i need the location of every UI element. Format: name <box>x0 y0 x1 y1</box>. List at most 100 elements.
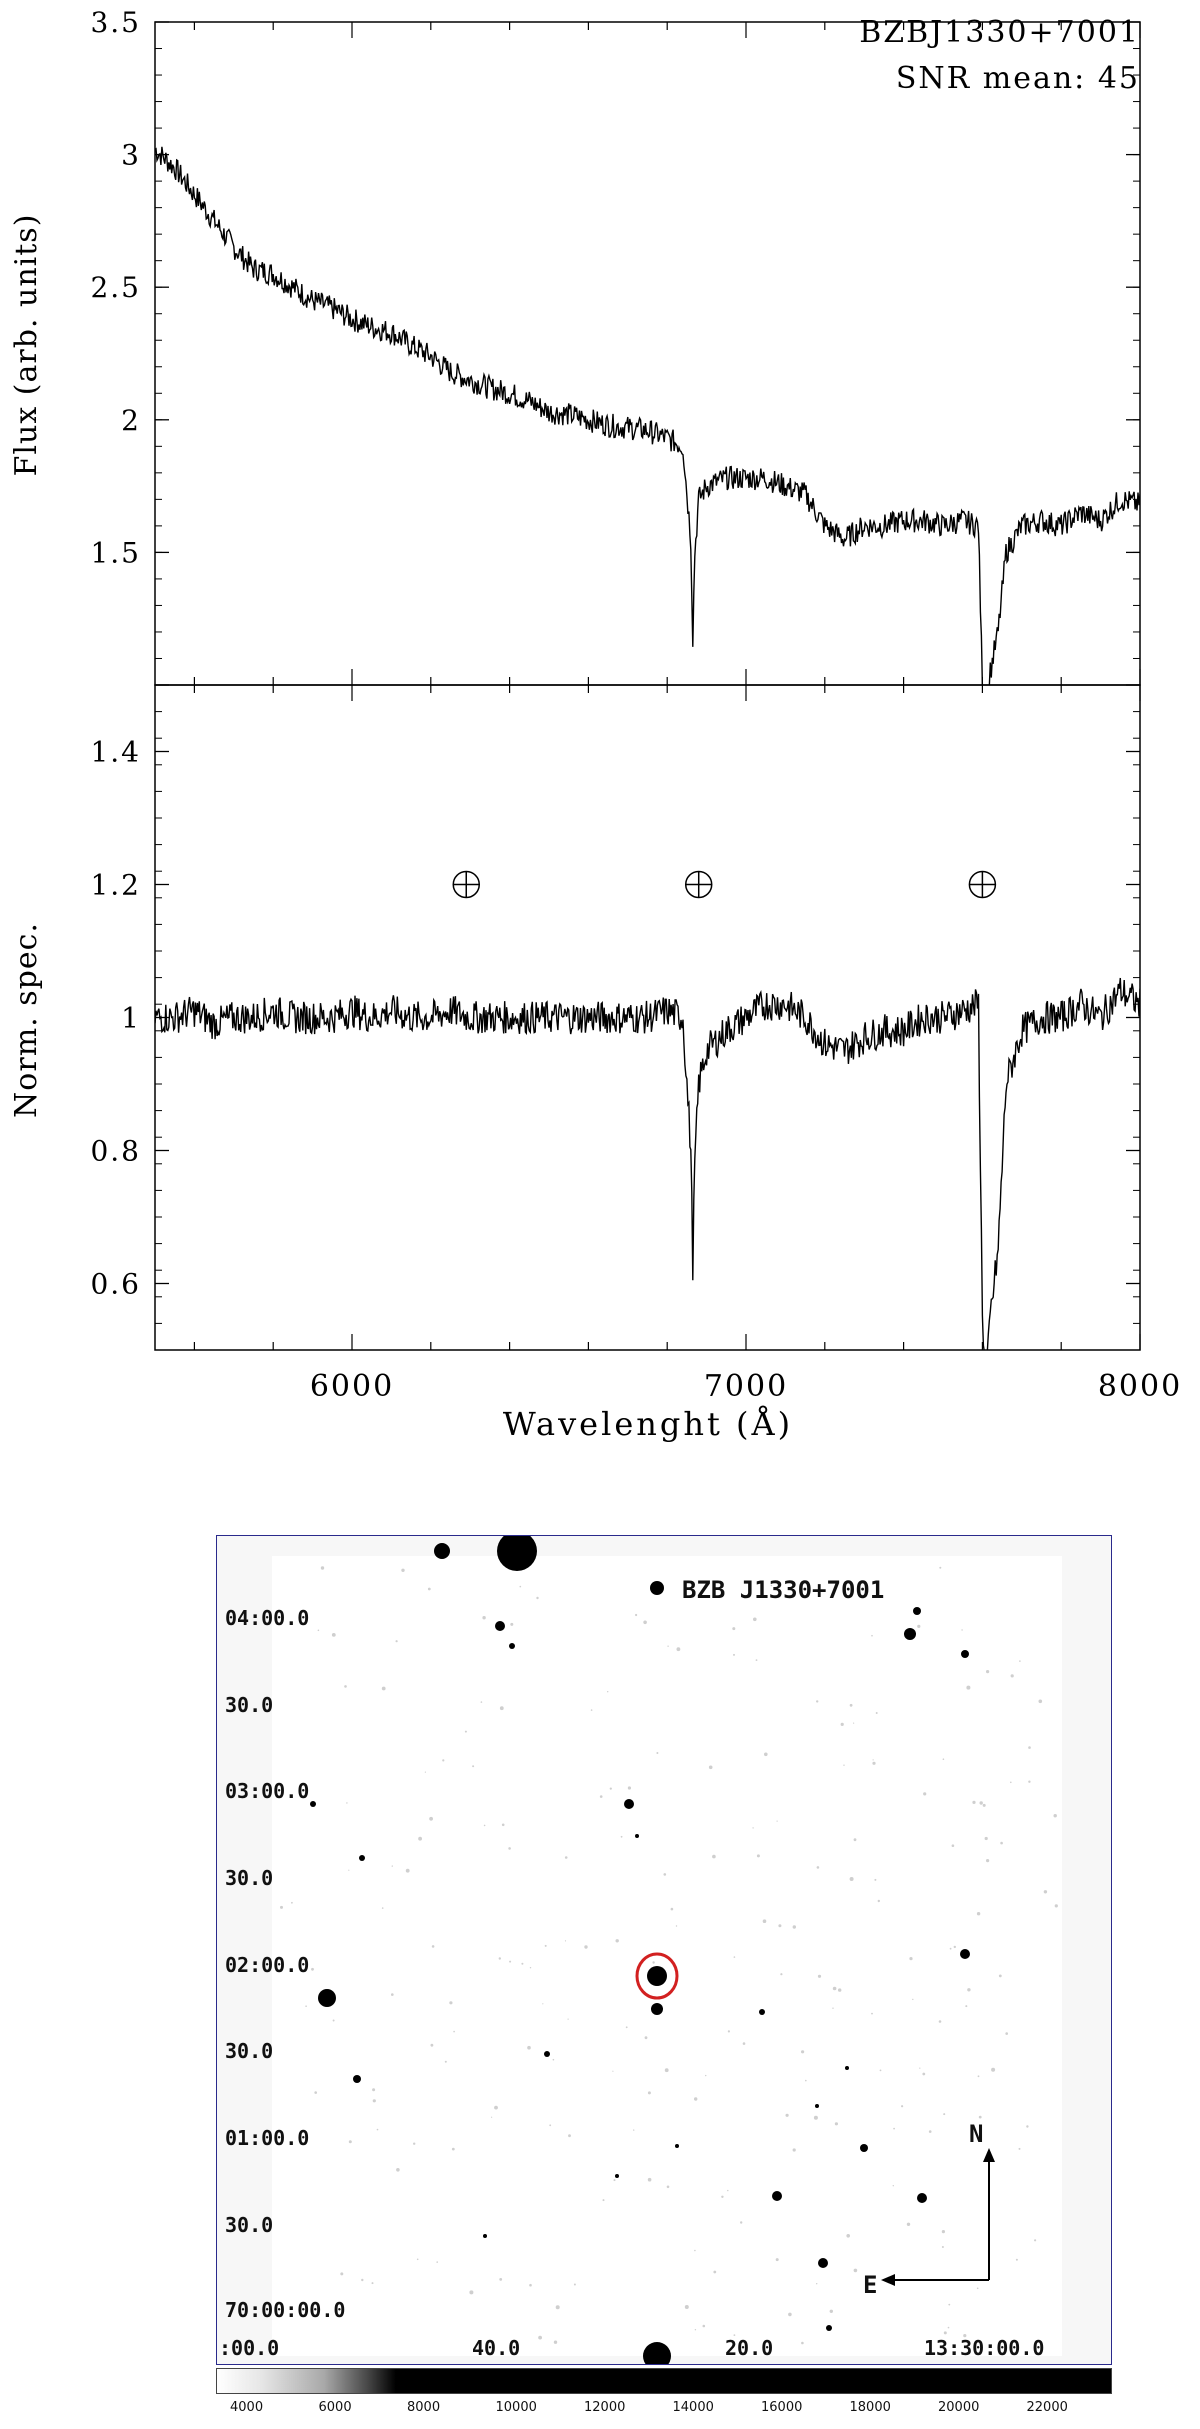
y-tick-label: 0.8 <box>90 1135 141 1168</box>
background-speckle <box>939 1566 942 1569</box>
background-speckle <box>877 1899 880 1903</box>
object-name-label: BZBJ1330+7001 <box>859 15 1140 50</box>
background-speckle <box>949 1947 952 1950</box>
background-speckle <box>874 1878 877 1881</box>
background-speckle <box>816 1866 820 1869</box>
background-speckle <box>785 2113 789 2117</box>
ra-label: 20.0 <box>725 2336 774 2360</box>
star <box>826 2325 832 2331</box>
y-tick-label: 1 <box>121 1002 141 1035</box>
background-speckle <box>834 2122 839 2126</box>
background-speckle <box>499 2278 503 2281</box>
background-speckle <box>961 1629 963 1631</box>
background-speckle <box>371 2282 374 2285</box>
background-speckle <box>972 1800 976 1804</box>
background-speckle <box>311 1967 314 1971</box>
background-speckle <box>1028 1746 1031 1749</box>
star <box>310 1801 316 1807</box>
background-speckle <box>832 1986 837 1991</box>
ra-label: 13:30:00.0 <box>924 2336 1045 2360</box>
background-speckle <box>919 2067 921 2069</box>
background-speckle <box>494 2105 498 2110</box>
background-speckle <box>872 1759 874 1761</box>
compass-north-arrowhead <box>983 2148 995 2162</box>
background-speckle <box>644 2036 648 2040</box>
background-speckle <box>501 1823 505 1827</box>
background-speckle <box>694 2249 696 2252</box>
background-speckle <box>449 2001 453 2005</box>
x-tick-label: 8000 <box>1098 1369 1182 1404</box>
star <box>544 2051 550 2057</box>
background-speckle <box>552 2058 555 2061</box>
background-speckle <box>941 2246 944 2248</box>
background-speckle <box>663 1873 667 1876</box>
background-speckle <box>928 2130 932 2133</box>
background-speckle <box>753 1617 757 1622</box>
background-speckle <box>1034 2239 1037 2242</box>
background-speckle <box>332 2019 335 2022</box>
background-speckle <box>901 2105 904 2108</box>
background-speckle <box>451 2147 455 2151</box>
background-speckle <box>923 1792 927 1796</box>
background-speckle <box>564 1940 567 1942</box>
background-speckle <box>305 2005 307 2007</box>
star <box>497 1536 537 1571</box>
background-speckle <box>991 2067 996 2072</box>
ra-label: 40.0 <box>472 2336 521 2360</box>
bottom-panel-normalized: 0.6 0.8 1 1.2 1.4 6000 7000 8000 <box>90 684 1182 1404</box>
background-speckle <box>334 2309 337 2312</box>
background-speckle <box>584 1945 588 1949</box>
background-speckle <box>430 2043 434 2047</box>
background-speckle <box>694 2097 698 2101</box>
background-speckle <box>813 2115 818 2120</box>
background-speckle <box>544 1944 547 1947</box>
star <box>960 1949 970 1959</box>
background-speckle <box>740 2221 743 2224</box>
background-speckle <box>778 1924 782 1928</box>
star <box>624 1799 634 1809</box>
star <box>495 1621 505 1631</box>
background-speckle <box>953 1945 956 1949</box>
background-speckle <box>348 1869 350 1871</box>
background-speckle <box>840 1722 844 1726</box>
background-speckle <box>536 1596 539 1600</box>
background-speckle <box>1000 1841 1003 1845</box>
colorbar-tick-label: 10000 <box>495 2400 537 2415</box>
background-speckle <box>482 1616 486 1620</box>
background-speckle <box>317 1629 320 1632</box>
target-circle <box>635 1952 679 2000</box>
background-speckle <box>444 2060 447 2063</box>
background-speckle <box>291 1901 293 1904</box>
bottom-y-axis-label: Norm. spec. <box>9 922 44 1118</box>
background-speckle <box>853 2268 858 2273</box>
background-speckle <box>976 1912 981 1916</box>
background-speckle <box>346 1802 348 1804</box>
background-speckle <box>599 1795 603 1798</box>
colorbar-tick-label: 20000 <box>938 2400 980 2415</box>
background-speckle <box>780 1973 783 1976</box>
background-speckle <box>756 1854 760 1858</box>
background-speckle <box>529 1967 532 1969</box>
background-speckle <box>893 2127 895 2130</box>
background-speckle <box>694 2329 697 2331</box>
background-speckle <box>453 2030 455 2033</box>
background-speckle <box>829 2309 833 2313</box>
star <box>815 2104 819 2108</box>
colorbar-tick-label: 6000 <box>318 2400 352 2415</box>
background-speckle <box>951 1844 955 1847</box>
background-speckle <box>963 2334 967 2338</box>
background-speckle <box>348 2140 352 2144</box>
background-speckle <box>627 1786 631 1790</box>
background-speckle <box>838 1988 842 1992</box>
background-speckle <box>1010 1674 1014 1678</box>
background-speckle <box>344 1685 347 1688</box>
y-tick-label: 1.4 <box>90 736 141 769</box>
background-speckle <box>976 2287 979 2290</box>
star <box>483 2234 487 2238</box>
background-speckle <box>469 2290 474 2295</box>
background-speckle <box>372 2099 376 2103</box>
finder-chart: BZB J1330+7001 04:00.0 30.0 03:00.0 30.0 02:… <box>216 1535 1112 2365</box>
background-speckle <box>647 2091 651 2095</box>
background-speckle <box>483 1824 486 1827</box>
background-speckle <box>792 1925 796 1929</box>
